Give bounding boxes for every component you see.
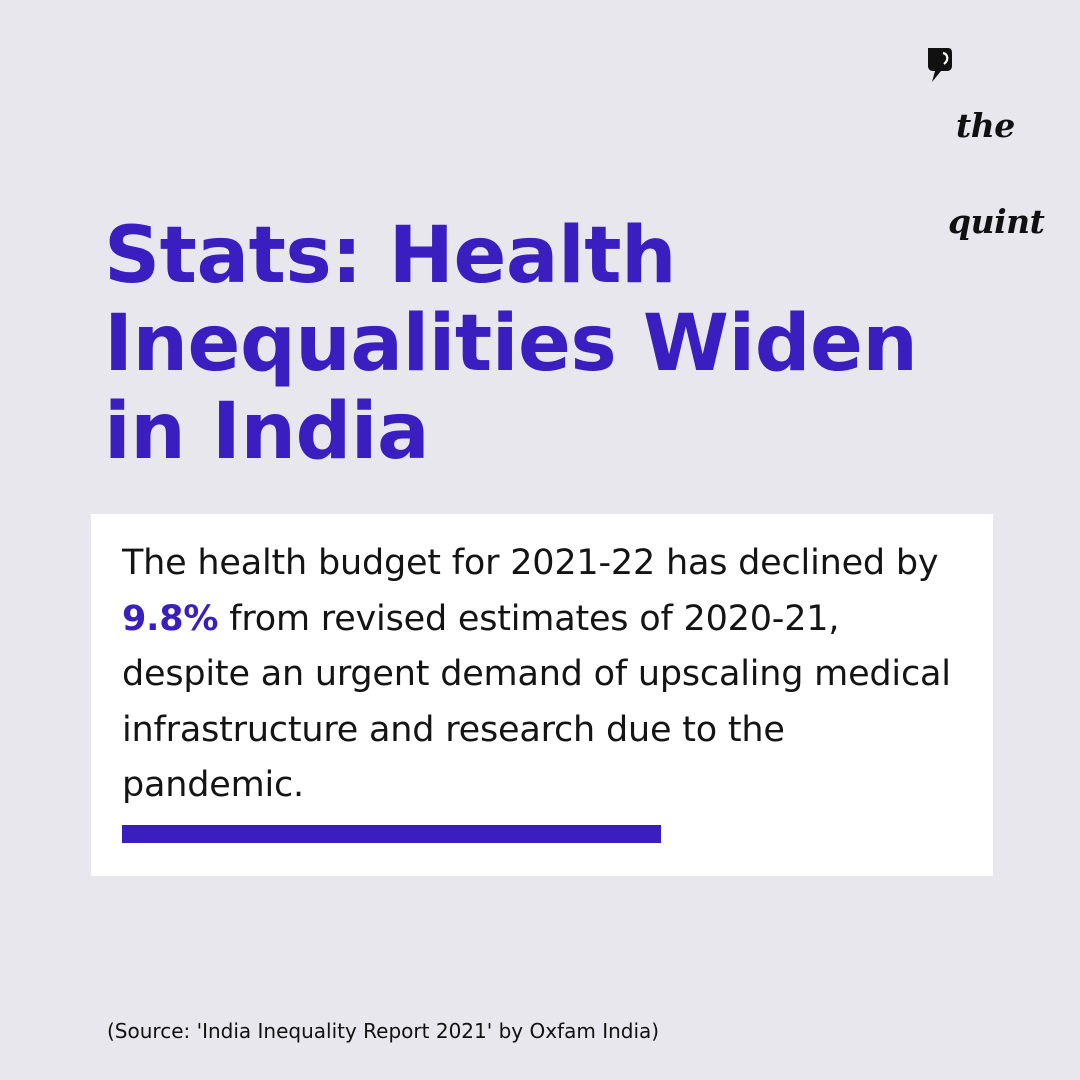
page-title: Stats: Health Inequalities Widen in Indi…	[104, 211, 918, 477]
stat-card: The health budget for 2021-22 has declin…	[91, 514, 993, 876]
stat-text-after: from revised estimates of 2020-21, despi…	[122, 598, 951, 806]
brand-logo: the quint	[926, 46, 1051, 238]
brand-line-1: the	[956, 106, 1015, 145]
stat-text: The health budget for 2021-22 has declin…	[122, 536, 972, 814]
source-note: (Source: 'India Inequality Report 2021' …	[107, 1019, 660, 1043]
stat-text-before: The health budget for 2021-22 has declin…	[122, 543, 939, 583]
accent-bar	[122, 825, 661, 843]
brand-line-2: quint	[948, 202, 1045, 241]
brand-wordmark: the quint	[948, 46, 1045, 302]
stat-highlight: 9.8%	[122, 598, 219, 639]
speech-bubble-icon	[928, 48, 952, 82]
